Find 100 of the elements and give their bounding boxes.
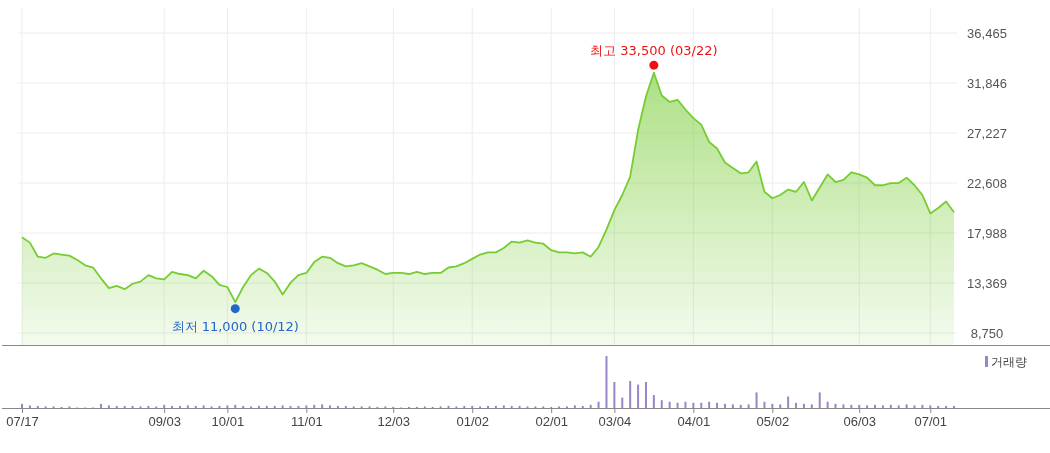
bar xyxy=(131,405,134,408)
bar xyxy=(447,405,450,408)
bar xyxy=(171,405,174,408)
bar xyxy=(834,403,837,408)
bar xyxy=(929,405,932,408)
bar xyxy=(810,404,813,408)
bar xyxy=(668,401,671,408)
bar xyxy=(218,405,221,408)
bar xyxy=(905,404,908,408)
y-tick-label: 13,369 xyxy=(967,275,1007,291)
bar xyxy=(336,405,339,408)
bar xyxy=(763,401,766,408)
x-tick-label: 04/01 xyxy=(677,414,711,430)
bar xyxy=(581,405,584,408)
bar xyxy=(28,405,31,408)
bar xyxy=(265,405,268,408)
x-tick-label: 11/01 xyxy=(291,414,323,430)
bar xyxy=(147,405,150,408)
y-tick-label: 31,846 xyxy=(967,75,1007,91)
bar xyxy=(487,405,489,408)
bar xyxy=(637,384,640,408)
bar xyxy=(226,405,229,408)
bar xyxy=(802,403,805,408)
bar xyxy=(597,401,600,408)
x-tick-label: 02/01 xyxy=(535,414,568,430)
bar xyxy=(660,400,663,408)
annotation: 최저 11,000 (10/12) xyxy=(171,318,299,334)
x-tick-label: 07/01 xyxy=(914,414,948,430)
bar xyxy=(518,405,521,408)
bar xyxy=(313,404,316,408)
bar xyxy=(289,405,292,408)
bar xyxy=(589,404,592,408)
bar xyxy=(921,404,924,408)
bar xyxy=(889,404,892,408)
x-tick-label: 10/01 xyxy=(211,414,245,430)
bar xyxy=(605,356,608,408)
bar xyxy=(787,396,790,408)
bar xyxy=(755,392,758,408)
bar xyxy=(684,401,687,408)
bar xyxy=(115,405,118,408)
bar xyxy=(897,405,900,408)
bar xyxy=(771,403,774,408)
bar xyxy=(723,403,726,408)
x-tick-label: 05/02 xyxy=(756,414,790,430)
bar xyxy=(937,405,940,408)
bar xyxy=(463,405,466,408)
bar xyxy=(818,392,821,408)
bar xyxy=(676,402,679,408)
bar xyxy=(194,405,197,408)
bar xyxy=(273,405,276,408)
bar xyxy=(652,395,655,408)
bar xyxy=(234,404,237,408)
bar xyxy=(842,404,845,408)
bar xyxy=(573,405,576,408)
x-tick-label: 06/03 xyxy=(843,414,876,430)
bar xyxy=(644,382,647,408)
bar xyxy=(866,405,869,408)
bar xyxy=(329,405,332,408)
bar xyxy=(494,405,497,408)
y-tick-label: 17,988 xyxy=(967,225,1007,241)
annotation: 최고 33,500 (03/22) xyxy=(590,43,718,59)
y-tick-label: 27,227 xyxy=(967,125,1007,141)
legend-label: 거래량 xyxy=(991,355,1027,369)
bar xyxy=(107,405,110,408)
bar xyxy=(281,405,284,408)
bar xyxy=(202,405,205,408)
x-tick-label: 09/03 xyxy=(148,414,181,430)
bar xyxy=(779,404,782,408)
bar xyxy=(178,405,181,408)
bar xyxy=(850,404,853,408)
x-tick-label: 03/04 xyxy=(598,414,632,430)
bar xyxy=(36,405,39,408)
bar xyxy=(21,403,23,408)
y-tick-label: 36,465 xyxy=(967,25,1007,41)
bar xyxy=(186,405,189,408)
bar xyxy=(321,404,324,408)
bar xyxy=(242,405,245,408)
x-tick-label: 07/17 xyxy=(6,414,39,430)
bar xyxy=(344,405,347,408)
bar xyxy=(700,402,703,408)
bar xyxy=(826,401,829,408)
bar xyxy=(747,404,750,408)
bar xyxy=(297,405,300,408)
bar xyxy=(692,402,695,408)
bar xyxy=(621,397,624,408)
bar xyxy=(739,404,742,408)
bar xyxy=(502,405,505,408)
x-tick-label: 12/03 xyxy=(377,414,410,430)
bar xyxy=(953,405,955,408)
bar xyxy=(305,405,308,408)
bar xyxy=(163,404,166,408)
bar xyxy=(716,402,719,408)
bar xyxy=(257,405,260,408)
bar xyxy=(874,404,877,408)
bar xyxy=(99,403,102,408)
bar xyxy=(881,405,884,408)
bar xyxy=(858,404,861,408)
bar xyxy=(945,405,948,408)
bar xyxy=(613,382,616,408)
bar xyxy=(913,405,916,408)
